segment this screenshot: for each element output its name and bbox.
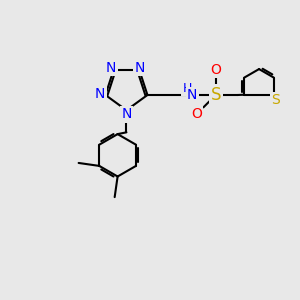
- Text: N: N: [187, 88, 197, 102]
- Text: O: O: [210, 63, 221, 77]
- Text: N: N: [135, 61, 145, 75]
- Text: N: N: [95, 87, 105, 101]
- Text: O: O: [191, 107, 202, 122]
- Text: H: H: [182, 82, 192, 95]
- Text: N: N: [121, 107, 132, 122]
- Text: S: S: [271, 93, 280, 107]
- Text: N: N: [106, 61, 116, 75]
- Text: S: S: [211, 86, 221, 104]
